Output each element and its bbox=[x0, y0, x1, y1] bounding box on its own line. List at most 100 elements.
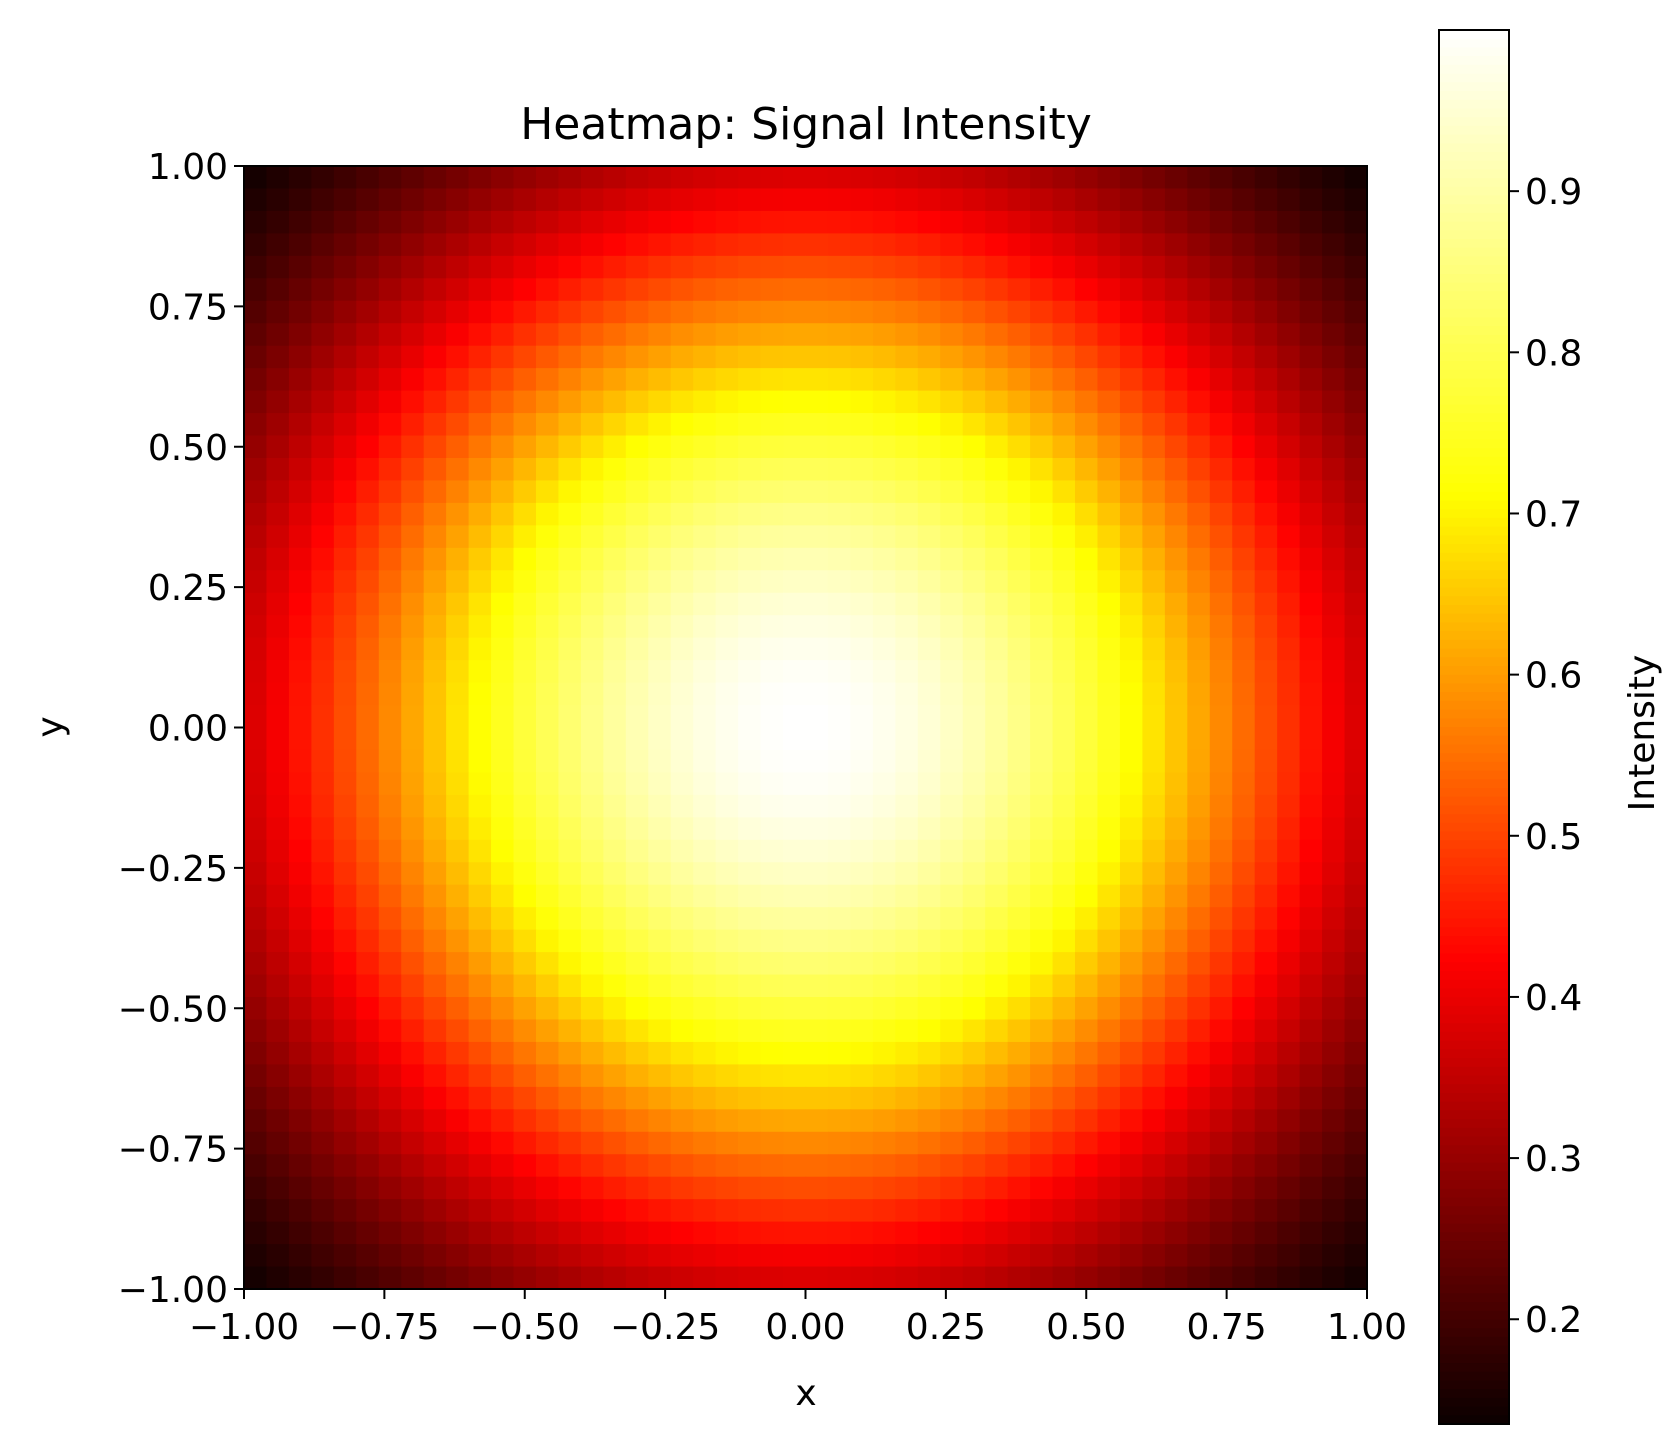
heatmap-cell bbox=[1299, 166, 1323, 190]
heatmap-cell bbox=[1030, 1176, 1054, 1200]
heatmap-cell bbox=[558, 323, 582, 347]
heatmap-cell bbox=[872, 794, 896, 818]
heatmap-cell bbox=[940, 1266, 964, 1290]
heatmap-cell bbox=[1119, 1266, 1143, 1290]
heatmap-cell bbox=[1030, 794, 1054, 818]
colorbar-strip bbox=[1439, 544, 1509, 554]
heatmap-cell bbox=[491, 1199, 515, 1223]
heatmap-cell bbox=[1254, 1086, 1278, 1110]
heatmap-cell bbox=[872, 705, 896, 729]
heatmap-cell bbox=[378, 794, 402, 818]
heatmap-cell bbox=[1299, 1266, 1323, 1290]
heatmap-cell bbox=[1119, 233, 1143, 257]
heatmap-cell bbox=[693, 345, 717, 369]
heatmap-cell bbox=[356, 660, 380, 684]
heatmap-cell bbox=[401, 345, 425, 369]
heatmap-cell bbox=[468, 345, 492, 369]
heatmap-cell bbox=[1187, 278, 1211, 302]
heatmap-cell bbox=[985, 839, 1009, 863]
heatmap-cell bbox=[446, 929, 470, 953]
heatmap-cell bbox=[491, 435, 515, 459]
colorbar-strip bbox=[1439, 1110, 1509, 1120]
heatmap-cell bbox=[1075, 1064, 1099, 1088]
heatmap-cell bbox=[1097, 166, 1121, 190]
heatmap-cell bbox=[1209, 929, 1233, 953]
heatmap-cell bbox=[1007, 592, 1031, 616]
heatmap-cell bbox=[625, 952, 649, 976]
heatmap-cell bbox=[266, 457, 290, 482]
heatmap-cell bbox=[378, 502, 402, 526]
heatmap-cell bbox=[940, 749, 964, 774]
heatmap-cell bbox=[603, 1266, 627, 1290]
heatmap-cell bbox=[266, 1131, 290, 1155]
heatmap-cell bbox=[580, 1086, 604, 1110]
heatmap-cell bbox=[805, 323, 829, 347]
heatmap-cell bbox=[1187, 300, 1211, 324]
heatmap-cell bbox=[1097, 592, 1121, 616]
heatmap-cell bbox=[625, 188, 649, 212]
heatmap-cell bbox=[356, 278, 380, 302]
heatmap-cell bbox=[491, 1221, 515, 1245]
heatmap-cell bbox=[1299, 794, 1323, 818]
heatmap-cell bbox=[558, 547, 582, 571]
heatmap-cell bbox=[805, 233, 829, 257]
heatmap-cell bbox=[446, 525, 470, 549]
heatmap-cell bbox=[693, 1221, 717, 1245]
heatmap-cell bbox=[1277, 457, 1301, 482]
heatmap-cell bbox=[760, 615, 784, 639]
heatmap-cell bbox=[1187, 1064, 1211, 1088]
heatmap-cell bbox=[266, 817, 290, 841]
heatmap-cell bbox=[288, 188, 312, 212]
heatmap-cell bbox=[1097, 1244, 1121, 1268]
heatmap-cell bbox=[1277, 323, 1301, 347]
heatmap-cell bbox=[288, 345, 312, 369]
heatmap-cell bbox=[1164, 974, 1188, 998]
heatmap-cell bbox=[962, 233, 986, 257]
heatmap-cell bbox=[1277, 862, 1301, 886]
heatmap-cell bbox=[1030, 817, 1054, 841]
heatmap-cell bbox=[715, 233, 739, 257]
heatmap-cell bbox=[1277, 1086, 1301, 1110]
heatmap-cell bbox=[468, 884, 492, 908]
colorbar-tick-label: 0.8 bbox=[1525, 333, 1582, 374]
heatmap-cell bbox=[827, 637, 852, 661]
heatmap-cell bbox=[850, 907, 874, 931]
heatmap-cell bbox=[1254, 570, 1278, 594]
heatmap-cell bbox=[1119, 839, 1143, 863]
colorbar-strip bbox=[1439, 404, 1509, 414]
heatmap-cell bbox=[378, 1266, 402, 1290]
heatmap-cell bbox=[446, 233, 470, 257]
heatmap-cell bbox=[356, 300, 380, 324]
heatmap-cell bbox=[1119, 435, 1143, 459]
heatmap-cell bbox=[1075, 525, 1099, 549]
heatmap-cell bbox=[962, 907, 986, 931]
heatmap-cell bbox=[1097, 749, 1121, 774]
heatmap-cell bbox=[1322, 166, 1346, 190]
heatmap-cell bbox=[850, 1199, 874, 1223]
heatmap-cell bbox=[1030, 413, 1054, 437]
heatmap-cell bbox=[850, 749, 874, 774]
heatmap-cell bbox=[491, 1109, 515, 1133]
heatmap-cell bbox=[491, 817, 515, 841]
heatmap-cell bbox=[356, 210, 380, 234]
heatmap-cell bbox=[1075, 1154, 1099, 1178]
heatmap-cell bbox=[1097, 997, 1121, 1021]
heatmap-cell bbox=[1277, 1019, 1301, 1043]
heatmap-cell bbox=[1119, 997, 1143, 1021]
heatmap-cell bbox=[850, 233, 874, 257]
heatmap-cell bbox=[333, 233, 357, 257]
heatmap-cell bbox=[491, 1086, 515, 1110]
colorbar-strip bbox=[1439, 700, 1509, 711]
heatmap-cell bbox=[625, 390, 649, 414]
heatmap-cell bbox=[580, 570, 604, 594]
heatmap-cell bbox=[491, 278, 515, 302]
heatmap-cell bbox=[491, 300, 515, 324]
heatmap-cell bbox=[783, 233, 807, 257]
colorbar-strip bbox=[1439, 1005, 1509, 1016]
colorbar-strip bbox=[1439, 1040, 1509, 1050]
heatmap-cell bbox=[1119, 862, 1143, 886]
heatmap-cell bbox=[1277, 749, 1301, 774]
heatmap-cell bbox=[378, 974, 402, 998]
heatmap-cell bbox=[580, 637, 604, 661]
heatmap-cell bbox=[827, 413, 852, 437]
